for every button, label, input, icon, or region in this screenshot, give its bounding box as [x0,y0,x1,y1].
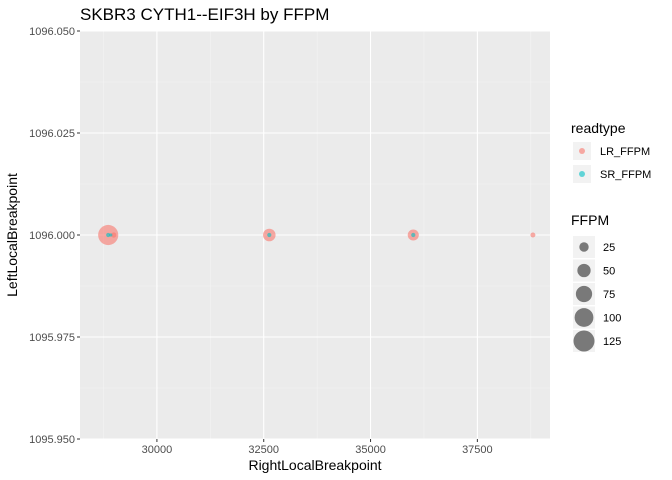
data-point-sr-ffpm [109,233,113,237]
y-tick-label: 1095.975 [29,332,75,344]
data-point-lr-ffpm [111,232,117,238]
data-point-sr-ffpm [267,232,272,238]
size-legend-swatch [575,285,593,303]
color-legend-swatch [579,171,585,177]
y-axis: 1095.950 1095.975 1096.000 1096.025 1096.050 [29,26,80,446]
size-legend-swatch [573,330,595,352]
x-tick-label: 32500 [248,444,279,456]
data-points [98,224,536,246]
x-tick-label: 35000 [355,444,386,456]
size-legend-swatch [577,263,591,278]
y-tick-label: 1096.000 [29,230,75,242]
size-legend-swatch [574,308,594,327]
y-tick-label: 1096.025 [29,128,75,140]
color-legend-label: LR_FFPM [600,146,650,158]
color-legend-title: readtype [571,120,626,136]
color-legend-keys: LR_FFPM SR_FFPM [573,142,651,183]
size-legend-label: 100 [603,313,621,325]
y-axis-title: LeftLocalBreakpoint [4,173,20,297]
color-legend-label: SR_FFPM [600,169,651,181]
size-legend-swatch [579,242,589,252]
size-legend-label: 25 [603,242,615,254]
data-point-sr-ffpm [411,232,416,238]
size-legend-title: FFPM [571,212,609,228]
data-point-sr-ffpm [106,232,111,238]
color-legend-swatch [579,148,585,154]
x-axis: 30000 32500 35000 37500 [142,439,493,456]
chart-title: SKBR3 CYTH1--EIF3H by FFPM [80,5,329,24]
x-axis-title: RightLocalBreakpoint [248,457,381,473]
data-point-lr-ffpm [530,232,536,238]
y-tick-label: 1096.050 [29,26,75,38]
size-legend-keys: 25 50 75 100 125 [573,236,621,352]
size-legend-label: 125 [603,336,621,348]
x-tick-label: 30000 [142,444,173,456]
x-tick-label: 37500 [462,444,493,456]
y-tick-label: 1095.950 [29,434,75,446]
legend: readtype LR_FFPM SR_FFPM FFPM 25 50 75 100 12… [571,120,651,352]
size-legend-label: 50 [603,266,615,278]
size-legend-label: 75 [603,289,615,301]
